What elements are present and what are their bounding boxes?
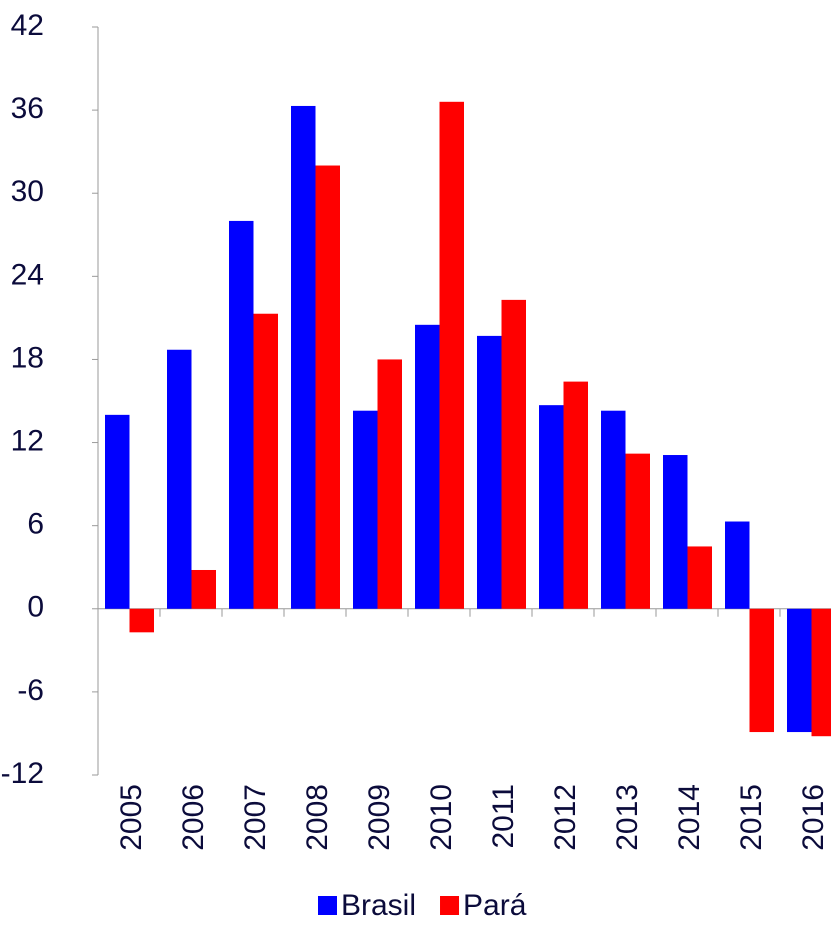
bar bbox=[811, 608, 831, 737]
bar bbox=[601, 410, 626, 609]
bar bbox=[291, 105, 316, 609]
bar bbox=[377, 359, 402, 609]
y-tick-label: 18 bbox=[11, 341, 44, 374]
y-tick-label: -6 bbox=[17, 674, 44, 707]
bar bbox=[353, 410, 378, 609]
bar bbox=[787, 608, 812, 733]
x-tick-label: 2006 bbox=[177, 784, 210, 851]
x-tick-label: 2012 bbox=[549, 784, 582, 851]
x-tick-label: 2013 bbox=[611, 784, 644, 851]
bar bbox=[687, 546, 712, 609]
x-tick-label: 2015 bbox=[735, 784, 768, 851]
legend-swatch bbox=[440, 896, 460, 915]
x-tick-label: 2008 bbox=[301, 784, 334, 851]
y-tick-label: 42 bbox=[11, 9, 44, 42]
bar bbox=[439, 101, 464, 609]
legend-label: Brasil bbox=[341, 889, 416, 922]
bar bbox=[315, 165, 340, 609]
legend-swatch bbox=[318, 896, 337, 915]
x-tick-label: 2011 bbox=[487, 784, 520, 849]
y-tick-label: 30 bbox=[11, 175, 44, 208]
bar bbox=[501, 299, 526, 609]
bar bbox=[749, 608, 774, 733]
x-tick-label: 2010 bbox=[425, 784, 458, 851]
bar bbox=[253, 313, 278, 609]
y-tick-label: 24 bbox=[11, 258, 44, 291]
y-tick-label: 0 bbox=[27, 591, 44, 624]
x-tick-label: 2014 bbox=[673, 784, 706, 851]
legend-label: Pará bbox=[463, 889, 527, 922]
bar bbox=[415, 324, 440, 609]
bar bbox=[725, 521, 750, 609]
y-tick-label: 36 bbox=[11, 92, 44, 125]
bar bbox=[105, 414, 130, 609]
x-tick-label: 2007 bbox=[239, 784, 272, 851]
bar bbox=[625, 453, 650, 609]
y-tick-label: -12 bbox=[1, 757, 44, 790]
x-tick-label: 2016 bbox=[797, 784, 830, 851]
bar bbox=[229, 220, 254, 609]
y-tick-label: 6 bbox=[27, 508, 44, 541]
bar bbox=[539, 405, 564, 609]
x-tick-label: 2005 bbox=[115, 784, 148, 851]
bar bbox=[663, 455, 688, 609]
x-tick-label: 2009 bbox=[363, 784, 396, 851]
bar bbox=[477, 335, 502, 609]
bar bbox=[167, 349, 192, 609]
bar bbox=[129, 608, 154, 633]
bar bbox=[191, 569, 216, 609]
y-tick-label: 12 bbox=[11, 424, 44, 457]
bar bbox=[563, 381, 588, 609]
